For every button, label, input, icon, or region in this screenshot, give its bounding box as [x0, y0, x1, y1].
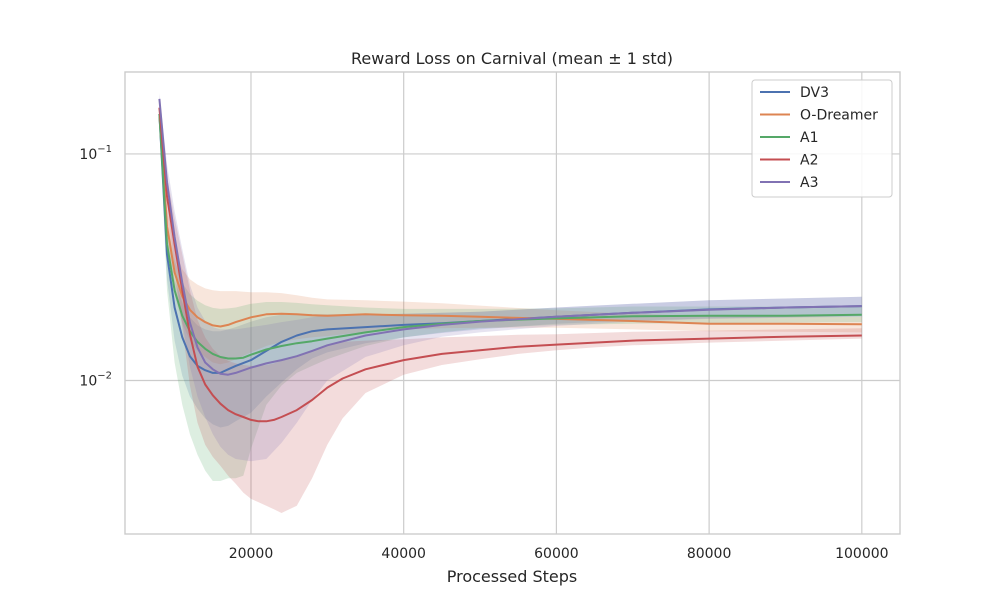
x-tick-label: 40000: [381, 546, 426, 562]
y-tick-label: 10−2: [79, 370, 112, 389]
legend-label: A3: [800, 175, 818, 191]
series-band-dv3: [159, 107, 862, 428]
plot-frame: [124, 71, 901, 535]
y-tick-label: 10−1: [79, 144, 112, 163]
x-tick-label: 20000: [229, 546, 274, 562]
x-axis-label: Processed Steps: [447, 567, 578, 586]
x-tick-label: 60000: [534, 546, 579, 562]
legend-box: [751, 79, 893, 198]
chart-legend: DV3 O-Dreamer A1 A2 A3: [751, 79, 893, 198]
x-tick-label: 100000: [835, 546, 888, 562]
legend-label: O-Dreamer: [800, 108, 878, 124]
series-line-a2: [158, 107, 862, 423]
series-layer: [158, 93, 862, 513]
series-band-a1: [159, 107, 862, 481]
series-band-o-dreamer: [159, 107, 862, 365]
legend-label: DV3: [800, 85, 829, 101]
x-tick-label: 80000: [687, 546, 732, 562]
series-line-a3: [158, 98, 862, 376]
chart-title: Reward Loss on Carnival (mean ± 1 std): [351, 49, 673, 68]
legend-label: A2: [800, 153, 818, 169]
series-band-a2: [159, 101, 862, 513]
legend-label: A1: [800, 130, 818, 146]
series-band-a3: [159, 93, 862, 462]
